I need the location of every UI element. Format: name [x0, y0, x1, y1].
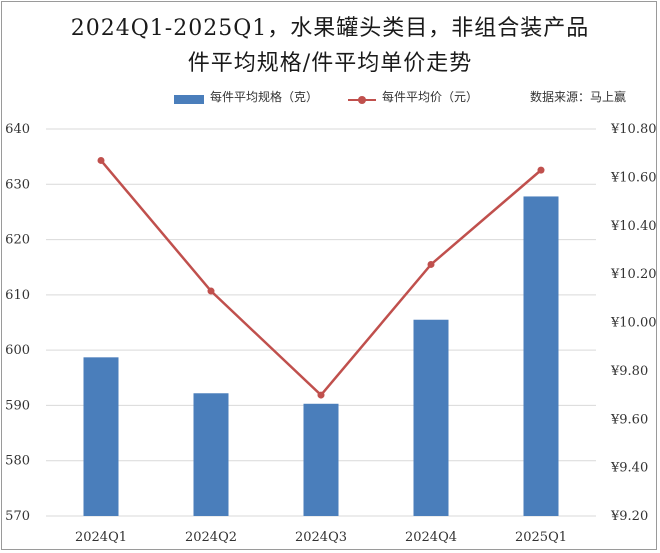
left-axis-tick-label: 640	[5, 122, 30, 137]
right-axis-tick-label: ¥9.60	[610, 412, 648, 427]
right-axis-tick-label: ¥10.80	[610, 122, 657, 137]
legend-line-marker	[358, 96, 366, 104]
right-axis-tick-label: ¥10.20	[610, 267, 657, 282]
x-axis-category-label: 2025Q1	[515, 530, 567, 545]
left-axis-tick-label: 580	[5, 454, 30, 469]
chart-title-line1: 2024Q1-2025Q1，水果罐头类目，非组合装产品	[70, 16, 590, 41]
bar	[413, 319, 449, 516]
bar	[83, 357, 119, 516]
bar	[193, 393, 229, 516]
price-line	[100, 159, 542, 397]
price-point	[207, 287, 215, 295]
right-axis-tick-label: ¥9.20	[610, 509, 648, 524]
x-axis-category-label: 2024Q1	[75, 530, 127, 545]
price-point	[537, 166, 545, 174]
right-axis-tick-label: ¥10.40	[610, 219, 657, 234]
legend-bar-swatch	[174, 95, 204, 104]
x-axis-category-label: 2024Q3	[295, 530, 347, 545]
bar	[303, 403, 339, 516]
legend-line-label: 每件平均价（元）	[382, 90, 479, 104]
right-axis-tick-label: ¥9.40	[610, 461, 648, 476]
right-axis-tick-label: ¥10.00	[610, 316, 657, 331]
left-axis-tick-label: 590	[5, 398, 30, 413]
right-axis-tick-label: ¥10.60	[610, 170, 657, 185]
data-source-note: 数据来源：马上赢	[530, 90, 627, 104]
x-axis-category-label: 2024Q2	[185, 530, 237, 545]
left-axis-tick-label: 620	[5, 233, 30, 248]
chart-title-line2: 件平均规格/件平均单价走势	[187, 51, 473, 76]
left-axis-tick-label: 610	[5, 288, 30, 303]
x-axis-category-label: 2024Q4	[405, 530, 457, 545]
left-axis-tick-label: 630	[5, 177, 30, 192]
legend-bar-label: 每件平均规格（克）	[210, 90, 319, 104]
left-axis-tick-label: 600	[5, 343, 30, 358]
left-axis-tick-label: 570	[5, 509, 30, 524]
right-axis-tick-label: ¥9.80	[610, 364, 648, 379]
bar	[523, 196, 559, 516]
price-point	[317, 391, 325, 399]
price-point	[427, 260, 435, 268]
price-point	[97, 156, 105, 164]
